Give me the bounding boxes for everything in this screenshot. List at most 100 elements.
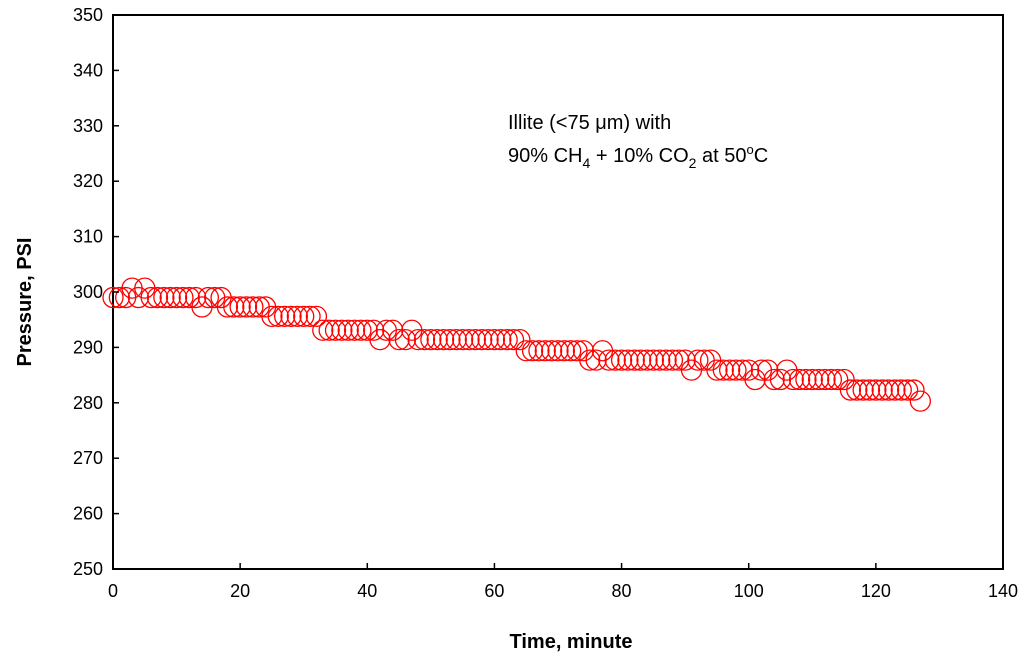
- data-point: [223, 296, 245, 318]
- annotation-part-2: + 10% CO: [590, 145, 688, 167]
- data-point: [299, 305, 321, 328]
- data-point: [820, 368, 843, 391]
- data-point: [153, 286, 175, 309]
- data-point: [521, 340, 544, 362]
- data-point: [471, 328, 493, 351]
- data-point: [547, 340, 569, 362]
- data-point: [718, 359, 741, 381]
- data-point: [502, 328, 525, 351]
- data-point: [623, 349, 645, 371]
- x-tick-label: 120: [861, 581, 891, 601]
- data-point: [420, 328, 442, 351]
- data-point: [515, 340, 537, 362]
- x-tick-label: 80: [612, 581, 632, 601]
- data-point: [458, 328, 480, 351]
- annotation-subscript-2: 2: [689, 155, 697, 171]
- data-point: [146, 286, 169, 309]
- data-point: [788, 368, 811, 391]
- data-point: [293, 305, 315, 328]
- y-tick-label: 300: [73, 282, 103, 302]
- data-point: [216, 296, 239, 318]
- data-point: [629, 349, 652, 371]
- data-point: [432, 328, 455, 351]
- data-point: [286, 305, 309, 328]
- x-tick-label: 140: [988, 581, 1018, 601]
- annotation-part-4: C: [754, 145, 768, 167]
- data-point: [413, 328, 436, 351]
- data-point: [267, 305, 289, 328]
- data-point: [846, 379, 868, 401]
- data-point: [795, 368, 817, 391]
- annotation-line-1: Illite (<75 μm) with: [508, 112, 671, 134]
- data-point: [706, 359, 728, 381]
- data-point: [687, 349, 709, 371]
- annotation-part-3: at 50: [696, 145, 746, 167]
- data-point: [261, 305, 283, 328]
- data-point: [827, 368, 849, 391]
- data-point: [655, 349, 677, 371]
- data-point: [464, 328, 487, 351]
- data-point: [858, 379, 881, 401]
- data-point: [235, 296, 258, 318]
- data-point: [496, 328, 518, 351]
- data-point: [553, 340, 576, 362]
- plot-frame: [112, 14, 1004, 570]
- data-point: [839, 379, 862, 401]
- data-point: [636, 349, 658, 371]
- data-point: [814, 368, 836, 391]
- x-tick-label: 60: [484, 581, 504, 601]
- plot-area: [112, 14, 1004, 570]
- data-point: [477, 328, 499, 351]
- data-point: [229, 296, 251, 318]
- data-point: [852, 379, 874, 401]
- data-point: [649, 349, 671, 371]
- data-point: [451, 328, 474, 351]
- data-point: [833, 368, 855, 391]
- y-tick-label: 270: [73, 448, 103, 468]
- y-tick-label: 250: [73, 559, 103, 579]
- y-tick-label: 330: [73, 116, 103, 136]
- data-point: [884, 379, 906, 401]
- data-point: [350, 319, 372, 341]
- data-point: [604, 349, 626, 371]
- x-axis-title: Time, minute: [510, 631, 633, 653]
- data-point: [598, 349, 620, 371]
- data-points: [102, 277, 932, 412]
- data-point: [439, 328, 461, 351]
- x-tick-label: 0: [108, 581, 118, 601]
- data-point: [280, 305, 302, 328]
- y-tick-label: 320: [73, 171, 103, 191]
- data-point: [534, 340, 556, 362]
- data-point: [312, 319, 334, 341]
- data-point: [483, 328, 506, 351]
- data-point: [343, 319, 366, 341]
- y-tick-label: 280: [73, 393, 103, 413]
- data-point: [540, 340, 563, 362]
- data-point: [305, 305, 328, 328]
- x-axis-ticks: 0 20 40 60 80 100 120 140: [108, 563, 1018, 601]
- data-point: [528, 340, 550, 362]
- y-tick-label: 260: [73, 504, 103, 524]
- data-point: [712, 359, 734, 381]
- data-point: [407, 328, 429, 351]
- y-axis-title: Pressure, PSI: [14, 238, 36, 367]
- data-point: [197, 286, 220, 309]
- data-point: [610, 349, 633, 371]
- data-point: [890, 379, 912, 401]
- x-tick-label: 20: [230, 581, 250, 601]
- data-point: [331, 319, 353, 341]
- data-point: [337, 319, 359, 341]
- data-point: [782, 368, 804, 391]
- data-point: [102, 286, 124, 309]
- y-tick-label: 310: [73, 227, 103, 247]
- data-point: [318, 319, 340, 341]
- data-point: [865, 379, 887, 401]
- data-point: [661, 349, 684, 371]
- y-tick-label: 340: [73, 60, 103, 80]
- data-point: [877, 379, 900, 401]
- data-point: [909, 390, 932, 412]
- data-point: [159, 286, 181, 309]
- data-point: [172, 286, 194, 309]
- data-point: [140, 286, 162, 309]
